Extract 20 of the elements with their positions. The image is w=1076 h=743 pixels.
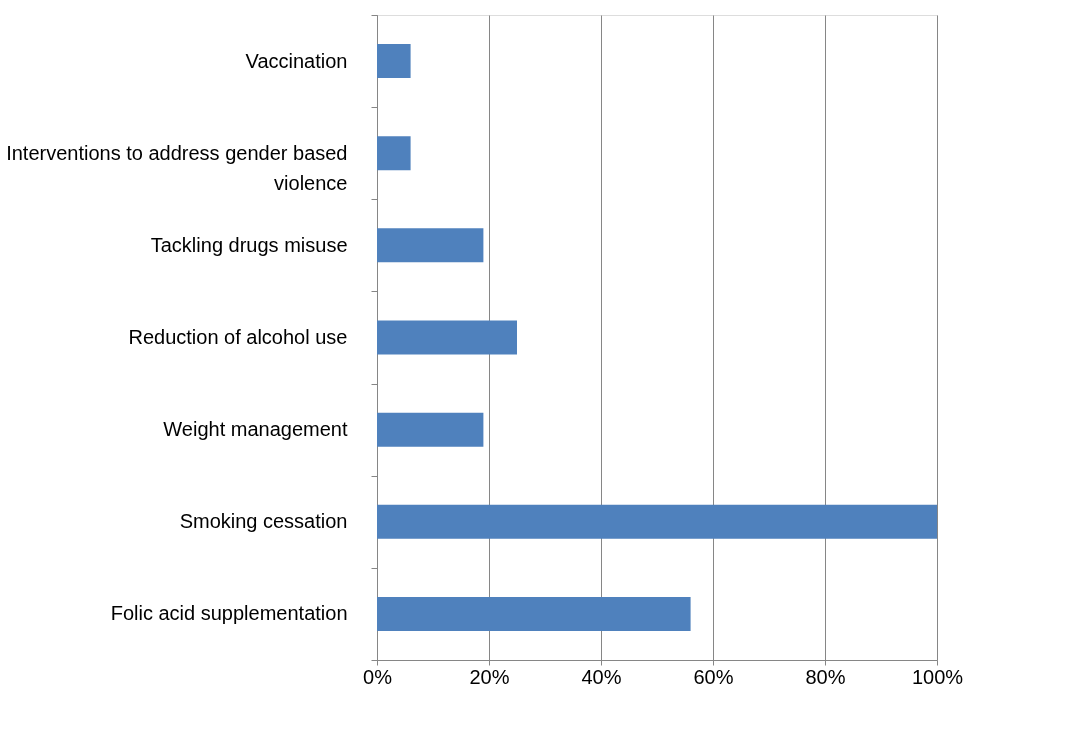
x-tick-label: 60% (693, 665, 734, 688)
bar (377, 504, 937, 539)
bar (377, 320, 517, 355)
x-tick-label: 40% (581, 665, 622, 688)
y-tick-label: Reduction of alcohol use (128, 326, 348, 348)
bar (377, 136, 411, 171)
y-tick-label: Smoking cessation (179, 510, 348, 533)
y-tick-label: Folic acid supplementation (110, 602, 348, 625)
y-tick-label: Weight management (163, 418, 348, 441)
y-tick-label: Tackling drugs misuse (150, 233, 348, 256)
bar (377, 596, 691, 631)
x-tick-label: 80% (805, 665, 846, 688)
bar (377, 412, 484, 447)
bar (377, 228, 484, 263)
y-tick-label: Interventions to address gender based violence (6, 141, 348, 194)
x-tick-label: 0% (363, 665, 393, 688)
bar (377, 44, 411, 79)
x-tick-label: 20% (469, 665, 510, 688)
y-tick-label: Vaccination (245, 49, 348, 72)
x-tick-label: 100% (911, 665, 964, 688)
